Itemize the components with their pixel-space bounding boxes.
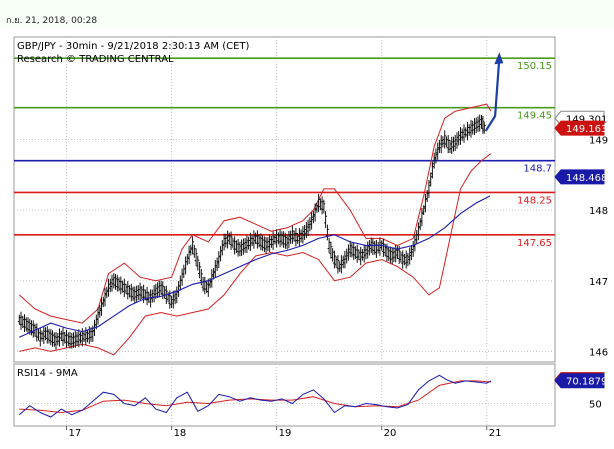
timestamp: ก.ย. 21, 2018, 00:28 <box>6 16 98 26</box>
price-tag-label: 70.1879 <box>566 377 607 388</box>
x-tick-label: 21 <box>489 428 502 439</box>
rsi-series <box>18 374 492 418</box>
x-tick-label: 20 <box>384 428 397 439</box>
level-label: 149.45 <box>517 111 552 122</box>
rsi-title: RSI14 - 9MA <box>17 368 78 379</box>
top-bar: ก.ย. 21, 2018, 00:28 <box>0 0 614 28</box>
bollinger-bands <box>18 103 492 356</box>
level-label: 148.25 <box>517 195 552 206</box>
price-tag-label: 149.163 <box>566 124 607 135</box>
projection-arrowhead <box>494 52 504 65</box>
grid <box>14 37 555 426</box>
level-label: 147.65 <box>517 238 552 249</box>
y-tick-label: 50 <box>589 399 602 410</box>
x-tick-label: 19 <box>279 428 292 439</box>
moving-average <box>19 195 491 338</box>
price-panel <box>13 36 556 363</box>
price-tag-box <box>554 373 605 389</box>
chart-subtitle: Research © TRADING CENTRAL <box>17 54 174 65</box>
x-tick-label: 17 <box>69 428 82 439</box>
projection <box>484 52 504 132</box>
y-tick-label: 148 <box>589 206 608 217</box>
y-tick-label: 146 <box>589 347 608 358</box>
level-label: 150.15 <box>517 61 552 72</box>
price-tag-box <box>554 169 605 185</box>
y-tick-label: 147 <box>589 277 608 288</box>
rsi-line <box>18 374 492 418</box>
level-label: 148.7 <box>523 164 552 175</box>
y-axis: 146 147 148 149 50 <box>589 135 608 410</box>
price-tag-label: 148.468 <box>566 173 607 184</box>
price-tag-box <box>554 120 605 136</box>
moving-average-line <box>19 195 491 338</box>
y-tick-label: 149 <box>589 135 608 146</box>
price-tag-label: 149.301 <box>566 114 607 125</box>
bollinger-upper <box>18 103 492 324</box>
rsi-panel <box>13 363 556 427</box>
x-axis: 17 18 19 20 21 <box>66 426 502 439</box>
levels: 150.15 149.45 148.7 148.25 147.65 <box>14 57 555 249</box>
price-series <box>17 114 486 350</box>
chart-title: GBP/JPY - 30min - 9/21/2018 2:30:13 AM (… <box>17 41 250 52</box>
price-tag: 148.468 <box>554 169 607 185</box>
bollinger-lower <box>19 153 492 356</box>
projection-line <box>484 58 501 132</box>
price-tag: 149.163 <box>554 120 607 136</box>
rsi-ma-line <box>19 380 491 414</box>
x-tick-label: 18 <box>174 428 187 439</box>
rsi-tag: 70.1879 <box>554 373 607 389</box>
